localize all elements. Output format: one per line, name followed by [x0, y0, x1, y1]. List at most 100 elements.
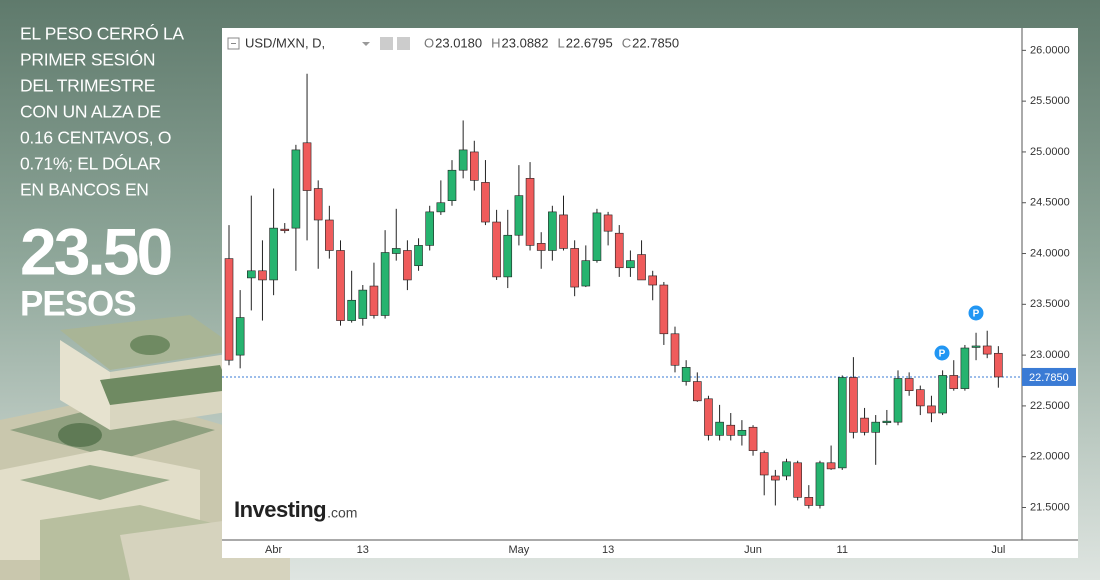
candle-body — [548, 211, 557, 251]
candle-body — [692, 381, 702, 402]
candle-body — [826, 462, 836, 470]
x-tick-label: 13 — [602, 544, 614, 556]
settings-icon[interactable] — [380, 37, 393, 50]
candle-body — [681, 367, 691, 382]
y-tick-label: 23.5000 — [1030, 298, 1070, 310]
candle-body — [414, 245, 423, 267]
event-marker-label: P — [939, 349, 946, 360]
candle-body — [458, 149, 468, 171]
candle-body — [659, 284, 669, 335]
y-tick-label: 23.0000 — [1030, 349, 1070, 361]
candle-body — [971, 345, 981, 348]
candle-body — [938, 375, 947, 414]
candle-body — [291, 149, 301, 229]
event-marker-label: P — [973, 309, 980, 320]
headline: EL PESO CERRÓ LA PRIMER SESIÓN DEL TRIME… — [20, 23, 185, 324]
candle-body — [726, 424, 736, 436]
candle-body — [949, 375, 959, 389]
ohlc-label: H — [491, 35, 500, 50]
candle-body — [815, 462, 825, 506]
x-tick-label: Abr — [265, 544, 282, 556]
big-number: 23.50 — [20, 214, 170, 288]
candle-body — [670, 333, 680, 366]
candle-body — [759, 452, 769, 476]
headline-line: 0.71%; EL DÓLAR — [20, 153, 161, 174]
candle-body — [804, 497, 814, 506]
candle-body — [358, 289, 368, 319]
candle-body — [904, 378, 914, 391]
event-marker — [967, 304, 985, 322]
x-tick-label: Jun — [744, 544, 762, 556]
headline-line: EL PESO CERRÓ LA — [20, 23, 184, 44]
y-tick-label: 25.5000 — [1030, 95, 1070, 107]
candle-body — [258, 270, 267, 281]
money-illustration — [0, 315, 290, 580]
ohlc-value: 23.0180 — [435, 35, 482, 50]
candle-body — [302, 142, 312, 191]
candle-body — [793, 462, 802, 498]
last-price-label: 22.7850 — [1029, 372, 1069, 384]
candle-body — [503, 234, 513, 278]
y-tick-label: 22.0000 — [1030, 451, 1070, 463]
candle-body — [481, 182, 490, 223]
headline-line: 0.16 CENTAVOS, O — [20, 128, 171, 148]
candle-body — [581, 260, 591, 287]
candle-body — [882, 420, 892, 423]
candle-body — [927, 405, 936, 414]
x-tick-label: Jul — [991, 544, 1005, 556]
chart-title: USD/MXN, D, — [245, 35, 325, 50]
candle-body — [626, 260, 635, 269]
candle-body — [425, 211, 435, 246]
ohlc-label: C — [622, 35, 631, 50]
candle-body — [313, 188, 323, 221]
candle-body — [771, 475, 780, 481]
candle-body — [637, 254, 646, 281]
candle-body — [871, 421, 881, 433]
candle-body — [247, 270, 256, 279]
candle-body — [525, 178, 535, 246]
chart-panel — [222, 28, 1078, 558]
dropdown-icon[interactable] — [362, 42, 370, 46]
candle-body — [737, 429, 747, 436]
watermark-suffix: .com — [327, 505, 357, 521]
candle-body — [391, 248, 401, 254]
candle-body — [592, 212, 602, 261]
event-marker — [933, 344, 951, 362]
candle-body — [960, 347, 970, 389]
candle-body — [336, 250, 345, 321]
candle-body — [403, 250, 412, 281]
candle-body — [325, 219, 334, 251]
candle-body — [380, 252, 390, 316]
last-price-box — [1022, 367, 1076, 386]
candle-body — [782, 461, 791, 477]
ohlc-readout: O 23.0180 H 23.0882 L 22.6795 C 22.7850 — [424, 35, 679, 50]
headline-line: EN BANCOS EN — [20, 180, 149, 200]
y-tick-label: 24.0000 — [1030, 247, 1070, 259]
y-tick-label: 26.0000 — [1030, 44, 1070, 56]
y-tick-label: 24.5000 — [1030, 197, 1070, 209]
y-tick-label: 22.5000 — [1030, 400, 1070, 412]
settings-icon[interactable] — [397, 37, 410, 50]
candle-body — [536, 243, 546, 251]
candle-body — [514, 195, 524, 236]
x-tick-label: 11 — [837, 544, 848, 556]
candle-body — [893, 378, 903, 423]
watermark-brand: Investing — [234, 497, 326, 522]
ohlc-value: 22.7850 — [632, 35, 679, 50]
headline-line: DEL TRIMESTRE — [20, 76, 155, 96]
candle-body — [648, 275, 658, 286]
candle-body — [570, 248, 579, 288]
candle-body — [369, 285, 379, 316]
candle-body — [447, 169, 457, 201]
chart-header: USD/MXN, D, — [227, 35, 410, 50]
x-tick-label: May — [509, 544, 530, 556]
collapse-icon[interactable] — [227, 37, 240, 50]
candle-body — [603, 214, 613, 232]
candle-body — [704, 398, 713, 436]
ohlc-value: 23.0882 — [502, 35, 549, 50]
candle-body — [860, 417, 869, 433]
candle-body — [837, 377, 847, 469]
candle-body — [849, 377, 858, 433]
headline-line: PRIMER SESIÓN — [20, 49, 155, 70]
